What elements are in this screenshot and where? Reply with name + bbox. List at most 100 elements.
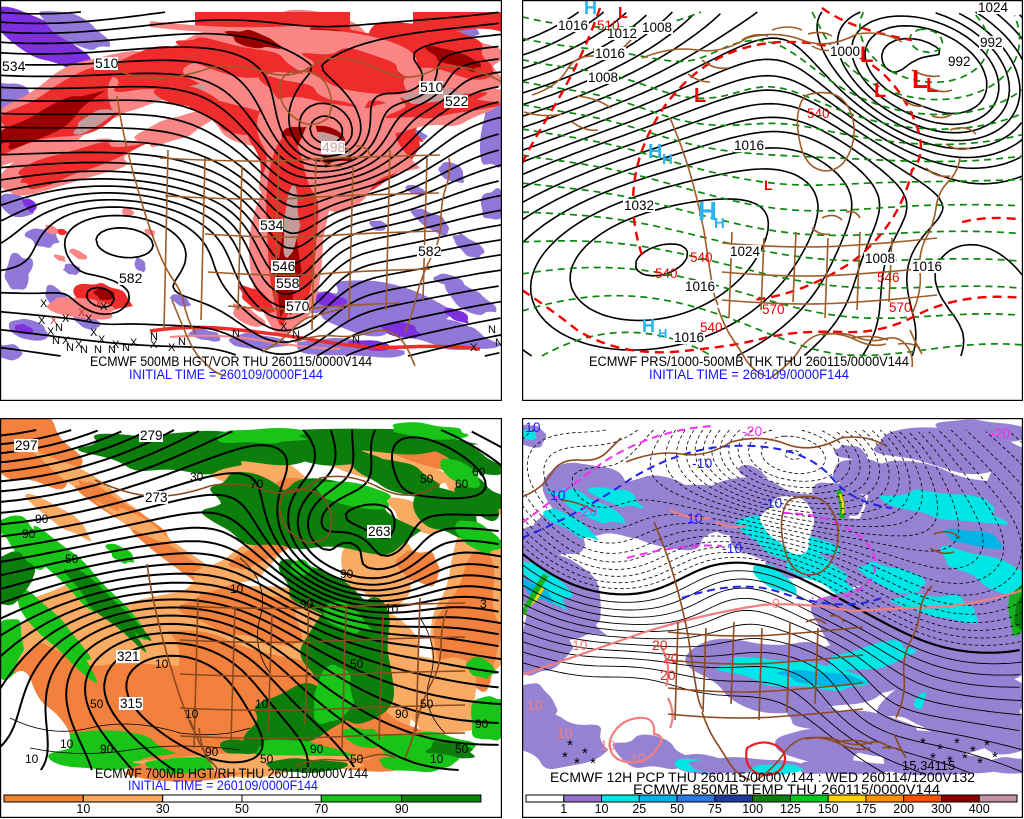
svg-text:100: 100 [742, 802, 763, 816]
svg-text:1016: 1016 [685, 279, 715, 294]
svg-text:279: 279 [140, 428, 163, 443]
svg-text:90: 90 [395, 802, 409, 816]
svg-text:1024: 1024 [730, 244, 761, 259]
svg-text:498: 498 [322, 139, 346, 155]
svg-text:L: L [764, 177, 773, 193]
svg-text:546: 546 [272, 258, 296, 274]
svg-text:X: X [38, 315, 46, 327]
svg-text:10: 10 [385, 602, 399, 616]
svg-text:-10: -10 [762, 495, 782, 511]
svg-text:10: 10 [60, 737, 74, 751]
svg-text:X: X [150, 339, 158, 351]
svg-text:X: X [100, 301, 108, 313]
svg-text:X: X [40, 298, 48, 310]
svg-text:50: 50 [350, 752, 364, 766]
svg-text:60: 60 [455, 477, 469, 491]
svg-text:315: 315 [120, 696, 143, 711]
svg-text:*: * [920, 735, 926, 752]
svg-text:10: 10 [185, 707, 199, 721]
svg-text:*: * [992, 749, 998, 766]
svg-text:175: 175 [856, 802, 877, 816]
svg-text:10: 10 [155, 657, 169, 671]
svg-text:*: * [930, 750, 936, 767]
svg-text:70: 70 [250, 477, 264, 491]
svg-text:H: H [714, 215, 725, 232]
svg-text:10: 10 [527, 697, 543, 713]
svg-text:X: X [280, 321, 288, 333]
svg-text:90: 90 [35, 512, 49, 526]
svg-text:N: N [66, 342, 74, 354]
svg-text:297: 297 [15, 438, 38, 453]
svg-text:570: 570 [889, 300, 912, 315]
svg-text:-10: -10 [722, 540, 742, 556]
svg-text:INITIAL TIME = 260109/0000F144: INITIAL TIME = 260109/0000F144 [649, 367, 849, 382]
svg-text:150: 150 [818, 802, 839, 816]
svg-text:*: * [590, 755, 596, 772]
svg-text:50: 50 [90, 697, 104, 711]
svg-text:*: * [977, 755, 983, 772]
svg-text:321: 321 [117, 649, 140, 664]
svg-text:N: N [80, 344, 88, 356]
svg-text:300: 300 [931, 802, 952, 816]
svg-text:X: X [85, 313, 93, 325]
svg-text:*: * [962, 750, 968, 767]
svg-text:30: 30 [190, 470, 204, 484]
svg-text:*: * [954, 735, 960, 752]
svg-text:N: N [150, 331, 158, 343]
svg-text:10: 10 [25, 752, 39, 766]
svg-text:L: L [912, 64, 928, 94]
svg-text:1008: 1008 [865, 251, 895, 266]
svg-text:10: 10 [76, 802, 90, 816]
svg-text:30: 30 [156, 802, 170, 816]
svg-text:INITIAL TIME = 260109/0000F144: INITIAL TIME = 260109/0000F144 [128, 778, 318, 793]
svg-text:N: N [122, 342, 130, 354]
svg-text:N: N [94, 344, 102, 356]
svg-text:H: H [658, 326, 667, 341]
svg-text:60: 60 [472, 465, 486, 479]
svg-text:10: 10 [230, 582, 244, 596]
svg-text:90: 90 [205, 745, 219, 759]
svg-text:10: 10 [550, 487, 566, 503]
svg-text:15.34115: 15.34115 [902, 758, 955, 773]
svg-text:1008: 1008 [588, 70, 618, 85]
svg-text:*: * [582, 745, 588, 762]
svg-text:540: 540 [655, 266, 678, 281]
svg-text:*: * [574, 755, 580, 772]
svg-text:N: N [55, 322, 63, 334]
svg-text:582: 582 [119, 270, 143, 286]
svg-text:1016: 1016 [734, 138, 764, 153]
svg-text:L: L [926, 75, 938, 97]
svg-text:582: 582 [418, 243, 442, 259]
svg-text:75: 75 [708, 802, 722, 816]
svg-text:*: * [937, 741, 943, 758]
svg-text:10: 10 [600, 737, 616, 753]
svg-text:273: 273 [145, 490, 168, 505]
svg-text:N: N [232, 328, 240, 340]
svg-text:10: 10 [255, 697, 269, 711]
svg-text:X: X [50, 315, 58, 327]
svg-text:L: L [860, 42, 873, 67]
svg-text:1016: 1016 [674, 330, 704, 345]
svg-text:X: X [95, 298, 103, 310]
svg-text:25: 25 [632, 802, 646, 816]
svg-text:90: 90 [475, 717, 489, 731]
svg-text:H: H [642, 316, 655, 336]
svg-text:H: H [662, 151, 673, 168]
svg-text:*: * [562, 749, 568, 766]
svg-text:50: 50 [235, 802, 249, 816]
svg-text:50: 50 [65, 552, 79, 566]
svg-text:ECMWF 12H PCP THU 260115/0000V: ECMWF 12H PCP THU 260115/0000V144 : WED … [550, 770, 975, 785]
svg-text:L: L [694, 85, 706, 107]
svg-text:522: 522 [445, 93, 469, 109]
svg-text:N: N [52, 335, 60, 347]
svg-text:X: X [62, 313, 70, 325]
svg-text:ECMWF PRS/1000-500MB THK THU 2: ECMWF PRS/1000-500MB THK THU 260115/0000… [589, 354, 909, 369]
svg-text:INITIAL TIME = 260109/0000F144: INITIAL TIME = 260109/0000F144 [129, 367, 323, 382]
svg-text:X: X [98, 334, 106, 346]
svg-text:90: 90 [100, 742, 114, 756]
svg-text:10: 10 [572, 637, 588, 653]
svg-text:ECMWF 700MB HGT/RH THU 260115/: ECMWF 700MB HGT/RH THU 260115/0000V144 [95, 766, 368, 781]
svg-text:X: X [47, 326, 55, 338]
svg-text:10: 10 [630, 750, 646, 766]
svg-text:20: 20 [652, 637, 668, 653]
